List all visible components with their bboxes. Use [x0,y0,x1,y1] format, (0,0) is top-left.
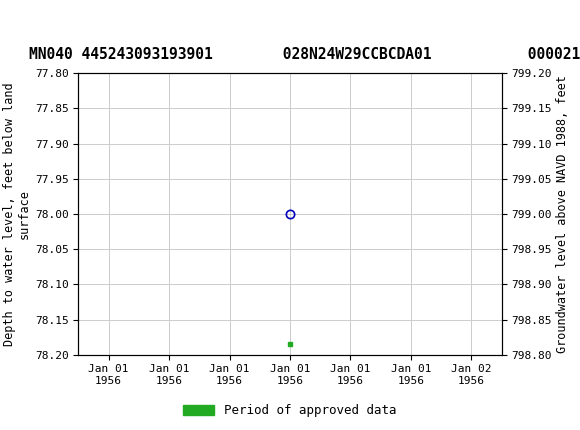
Text: ≋USGS: ≋USGS [7,11,72,29]
Legend: Period of approved data: Period of approved data [178,399,402,422]
Y-axis label: Groundwater level above NAVD 1988, feet: Groundwater level above NAVD 1988, feet [556,75,569,353]
Text: MN040 445243093193901        028N24W29CCBCDA01           0000218198: MN040 445243093193901 028N24W29CCBCDA01 … [29,46,580,61]
FancyBboxPatch shape [5,4,57,36]
Y-axis label: Depth to water level, feet below land
surface: Depth to water level, feet below land su… [3,82,31,346]
